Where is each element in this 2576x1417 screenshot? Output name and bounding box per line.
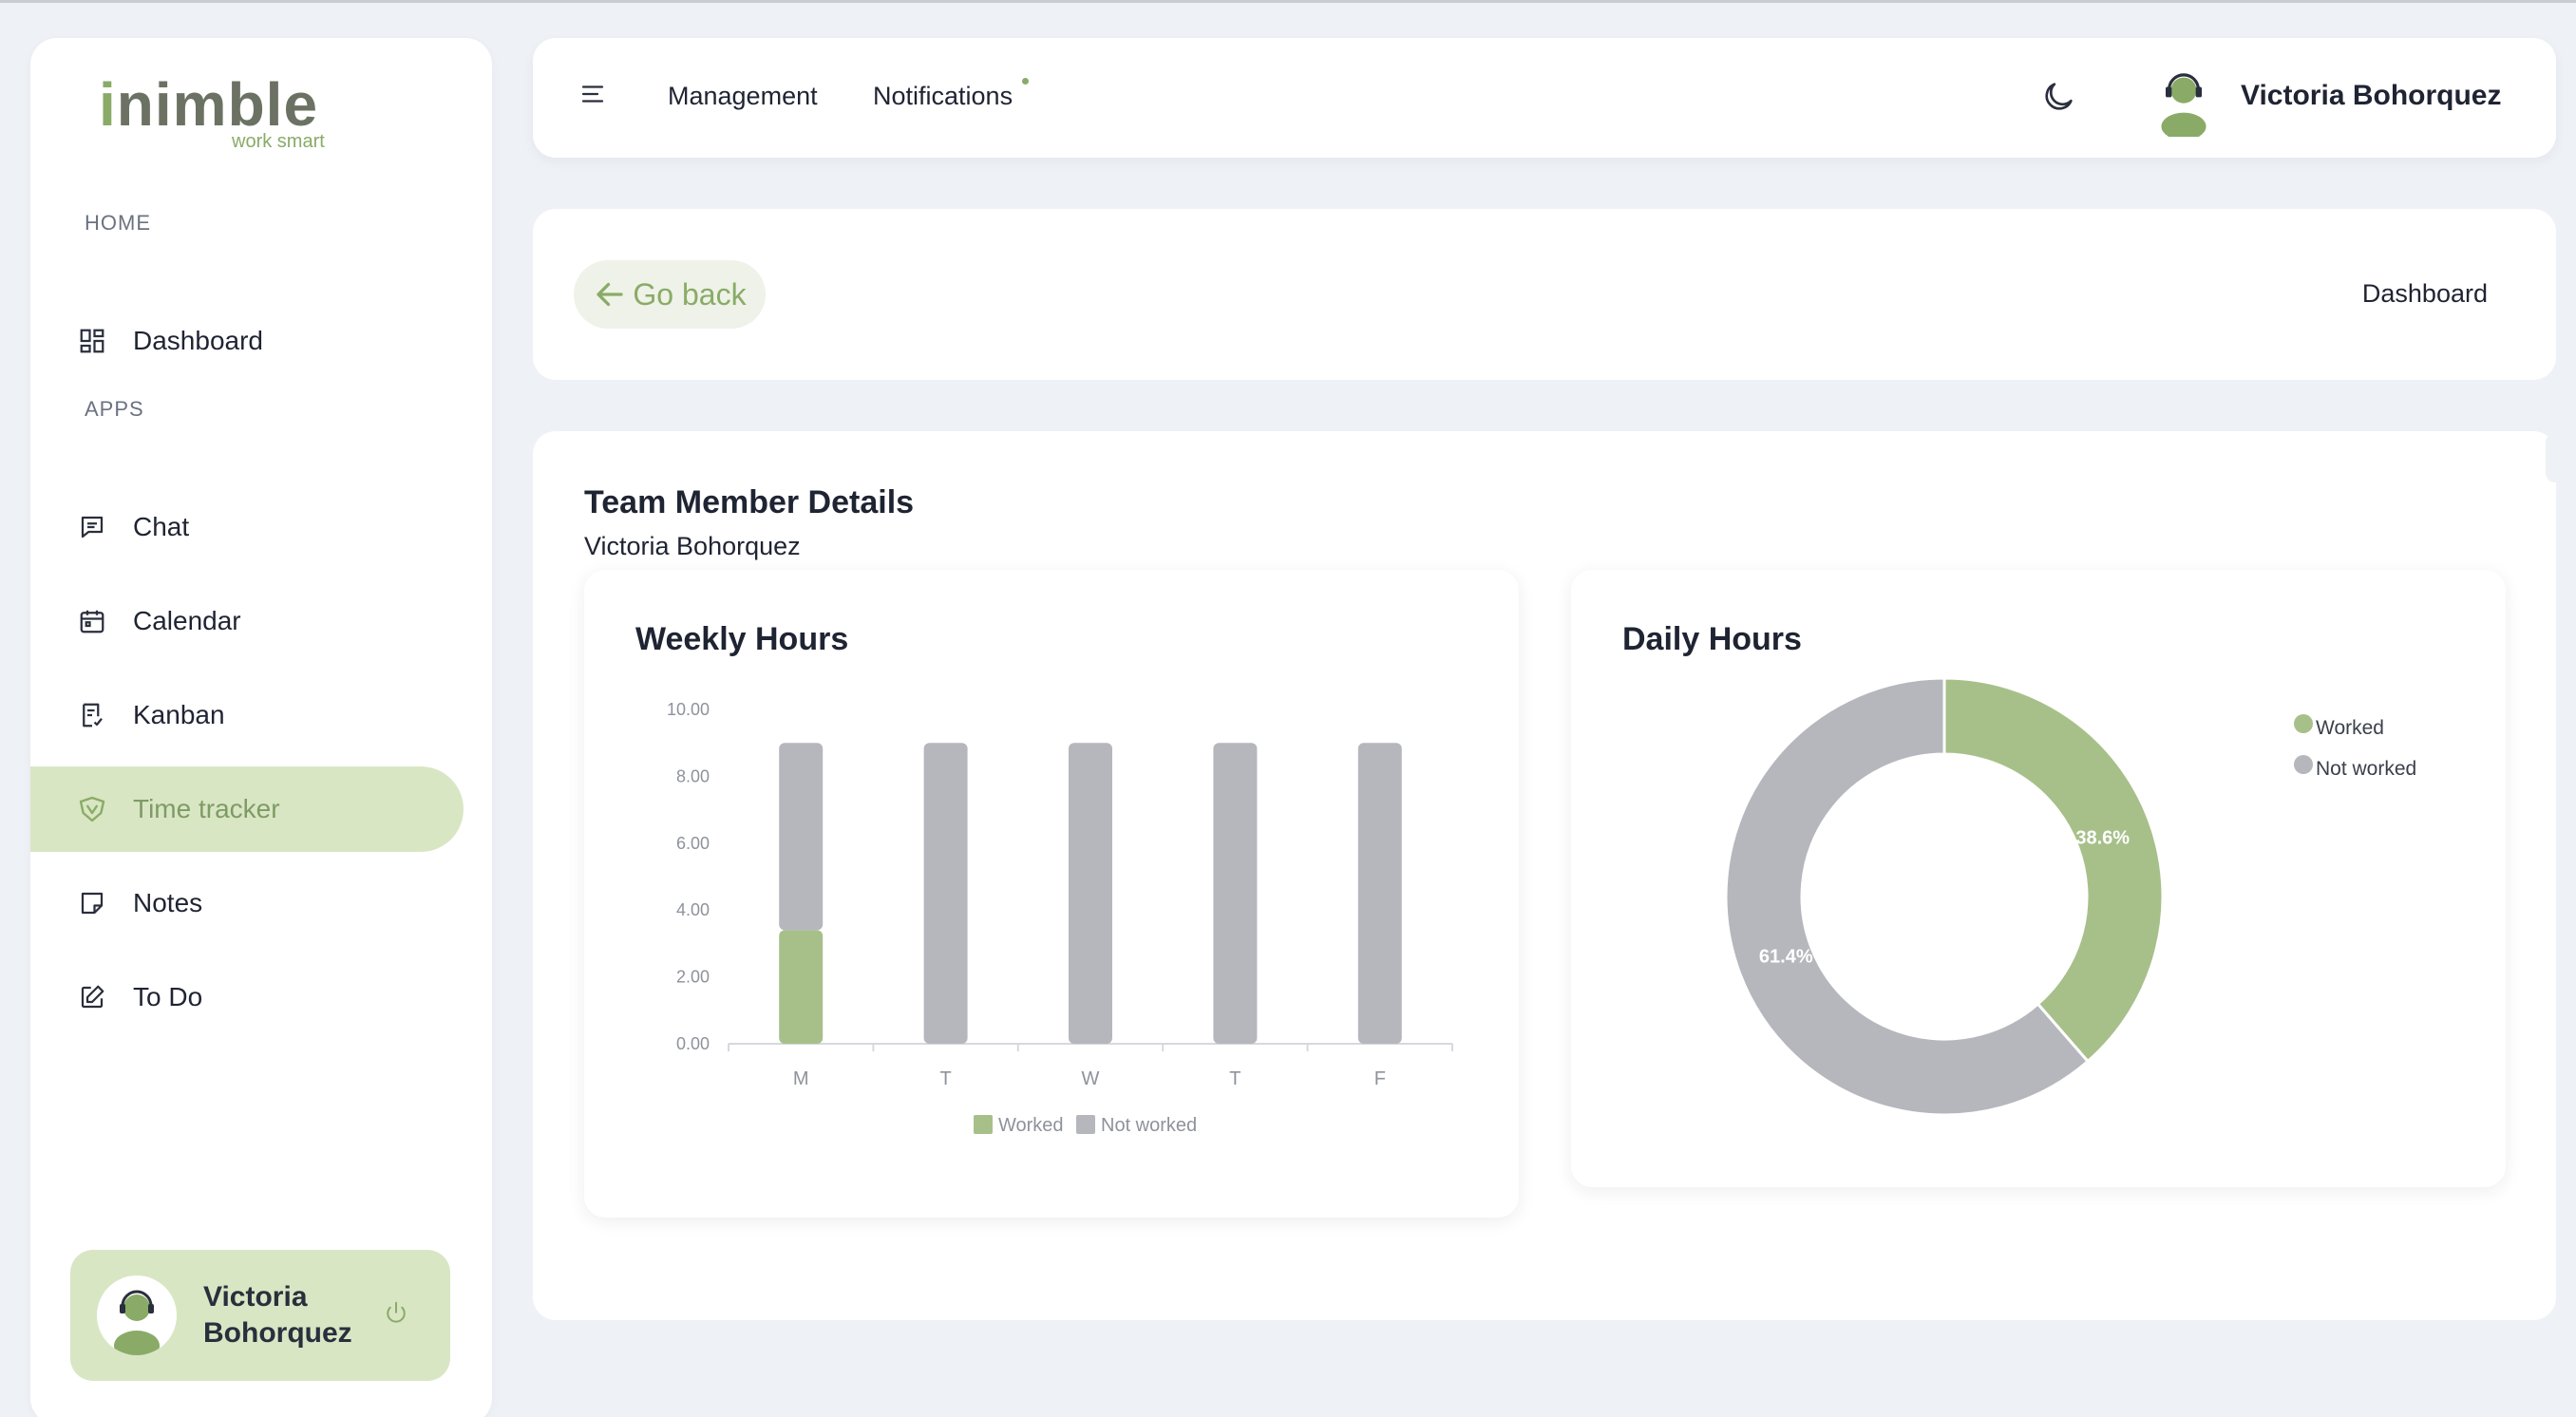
legend-swatch — [2294, 755, 2313, 774]
sidebar-item-label: Calendar — [133, 606, 241, 635]
chart-title: Weekly Hours — [635, 621, 849, 657]
arrow-left-icon — [597, 282, 624, 307]
slice-label: 61.4% — [1759, 946, 1813, 967]
sidebar-item-chat[interactable]: Chat — [30, 484, 464, 570]
nav-section-apps: APPS — [85, 397, 144, 421]
bar-not-worked — [1357, 743, 1402, 1044]
nav-section-home: HOME — [85, 211, 151, 235]
kanban-icon — [76, 699, 108, 731]
breadcrumb: Go back Dashboard — [533, 209, 2556, 380]
sidebar-item-label: Kanban — [133, 700, 225, 729]
go-back-button[interactable]: Go back — [574, 260, 766, 329]
breadcrumb-current: Dashboard — [2361, 279, 2488, 308]
page-subtitle: Victoria Bohorquez — [584, 532, 801, 560]
brand-name: inimble — [99, 70, 319, 139]
chat-icon — [76, 511, 108, 543]
slice-not-worked — [1724, 676, 2091, 1117]
menu-icon[interactable] — [578, 80, 607, 113]
edit-icon — [76, 981, 108, 1013]
brand-logo[interactable]: inimble work smart — [99, 70, 325, 152]
management-link[interactable]: Management — [668, 82, 818, 110]
moon-icon[interactable] — [2039, 78, 2077, 121]
avatar[interactable] — [2148, 65, 2220, 142]
weekly-hours-card: Weekly Hours 0.00 2.00 4.00 6.00 8.00 10.00 M T… — [584, 570, 1519, 1218]
bar-not-worked — [1213, 743, 1258, 1044]
x-tick-label: T — [939, 1068, 951, 1089]
sidebar-user-name: Victoria Bohorquez — [203, 1281, 352, 1349]
notification-dot — [1022, 78, 1029, 85]
sidebar-item-label: Chat — [133, 512, 190, 541]
bar-not-worked — [779, 743, 824, 931]
x-tick-label: T — [1229, 1068, 1241, 1089]
power-icon[interactable] — [382, 1299, 410, 1332]
legend-swatch — [2294, 714, 2313, 733]
legend-swatch — [1076, 1115, 1095, 1134]
notifications-link[interactable]: Notifications — [873, 82, 1013, 110]
top-bar: Management Notifications Victoria Bohorq… — [533, 38, 2556, 158]
sidebar-user-card: Victoria Bohorquez — [70, 1250, 450, 1381]
y-tick-label: 8.00 — [676, 766, 710, 785]
x-tick-label: W — [1082, 1068, 1100, 1089]
y-tick-label: 4.00 — [676, 900, 710, 919]
header-user-name[interactable]: Victoria Bohorquez — [2241, 80, 2502, 111]
sidebar-item-calendar[interactable]: Calendar — [30, 578, 464, 664]
legend-label: Worked — [998, 1115, 1064, 1136]
weekly-hours-chart: 0.00 2.00 4.00 6.00 8.00 10.00 M T W T F Worked Not … — [667, 700, 1453, 1136]
customizer-tab[interactable] — [2546, 433, 2576, 482]
legend-label: Not worked — [2316, 758, 2416, 780]
legend-swatch — [974, 1115, 993, 1134]
x-tick-label: M — [793, 1068, 809, 1089]
sidebar-item-time-tracker[interactable]: Time tracker — [30, 766, 464, 852]
time-tracker-icon — [76, 793, 108, 825]
legend-label: Not worked — [1101, 1115, 1197, 1136]
y-tick-label: 6.00 — [676, 834, 710, 853]
calendar-icon — [76, 605, 108, 637]
x-tick-label: F — [1374, 1068, 1386, 1089]
notes-icon — [76, 887, 108, 919]
sidebar-item-label: Notes — [133, 888, 203, 917]
bar-not-worked — [923, 743, 968, 1044]
y-tick-label: 2.00 — [676, 968, 710, 987]
window-top-border — [0, 0, 2576, 3]
sidebar-item-label: To Do — [133, 982, 203, 1011]
dashboard-icon — [76, 325, 108, 357]
bar-worked — [779, 930, 824, 1044]
sidebar-item-label: Dashboard — [133, 326, 263, 355]
chart-title: Daily Hours — [1622, 621, 1802, 657]
avatar — [97, 1275, 177, 1355]
slice-worked — [1942, 676, 2165, 1064]
sidebar-item-notes[interactable]: Notes — [30, 860, 464, 946]
sidebar: inimble work smart HOME Dashboard APPS C… — [30, 38, 492, 1417]
slice-label: 38.6% — [2075, 828, 2130, 849]
go-back-label: Go back — [633, 276, 747, 312]
page-title: Team Member Details — [584, 484, 915, 520]
y-tick-label: 0.00 — [676, 1034, 710, 1053]
legend-label: Worked — [2316, 717, 2384, 739]
sidebar-item-label: Time tracker — [133, 794, 280, 823]
y-tick-label: 10.00 — [667, 700, 710, 719]
brand-tagline: work smart — [232, 131, 325, 152]
bar-not-worked — [1069, 743, 1112, 1044]
sidebar-item-kanban[interactable]: Kanban — [30, 672, 464, 758]
daily-hours-card: Daily Hours 38.6% 61.4% Worked Not worked — [1571, 570, 2506, 1187]
sidebar-item-dashboard[interactable]: Dashboard — [30, 298, 464, 384]
sidebar-item-todo[interactable]: To Do — [30, 954, 464, 1040]
daily-hours-chart: 38.6% 61.4% Worked Not worked — [1724, 676, 2416, 1117]
